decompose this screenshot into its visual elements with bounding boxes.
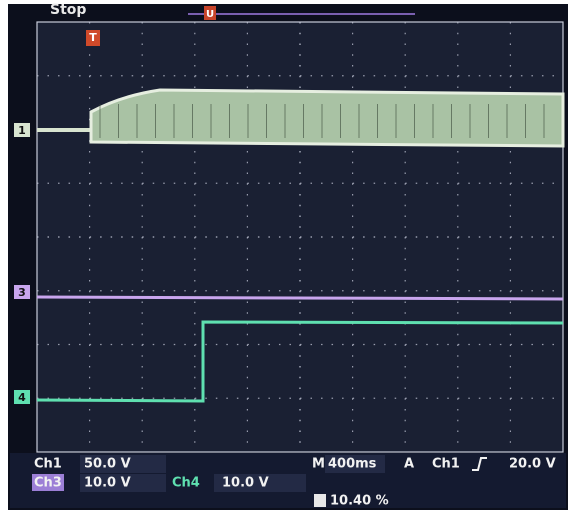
trigger-level: 20.0 V [509, 457, 556, 472]
status-text: Stop [50, 2, 86, 18]
trigger-position-icon [314, 494, 326, 507]
timebase-label: M [312, 457, 325, 472]
trigger-marker: T [89, 31, 97, 44]
ch1-envelope [91, 90, 563, 146]
trigger-source: Ch1 [432, 457, 460, 472]
trigger-label: A [404, 457, 414, 472]
ch3-trace [37, 297, 563, 299]
ch4-label: Ch4 [172, 476, 200, 491]
ch1-marker: 1 [18, 124, 26, 137]
ch3-marker: 3 [18, 286, 26, 299]
ch4-marker: 4 [18, 391, 26, 404]
trigger-position: 10.40 % [330, 494, 389, 509]
timebase: 400ms [328, 457, 377, 472]
ch1-label: Ch1 [34, 457, 62, 472]
ch1-scale: 50.0 V [84, 457, 131, 472]
ch4-scale: 10.0 V [222, 476, 269, 491]
oscilloscope-screen: Stop U T 1 3 4 Ch1 50.0 V Ch3 10.0 V Ch4… [0, 0, 573, 516]
ch3-scale: 10.0 V [84, 476, 131, 491]
ch3-label: Ch3 [34, 476, 62, 491]
position-marker: U [206, 9, 214, 20]
